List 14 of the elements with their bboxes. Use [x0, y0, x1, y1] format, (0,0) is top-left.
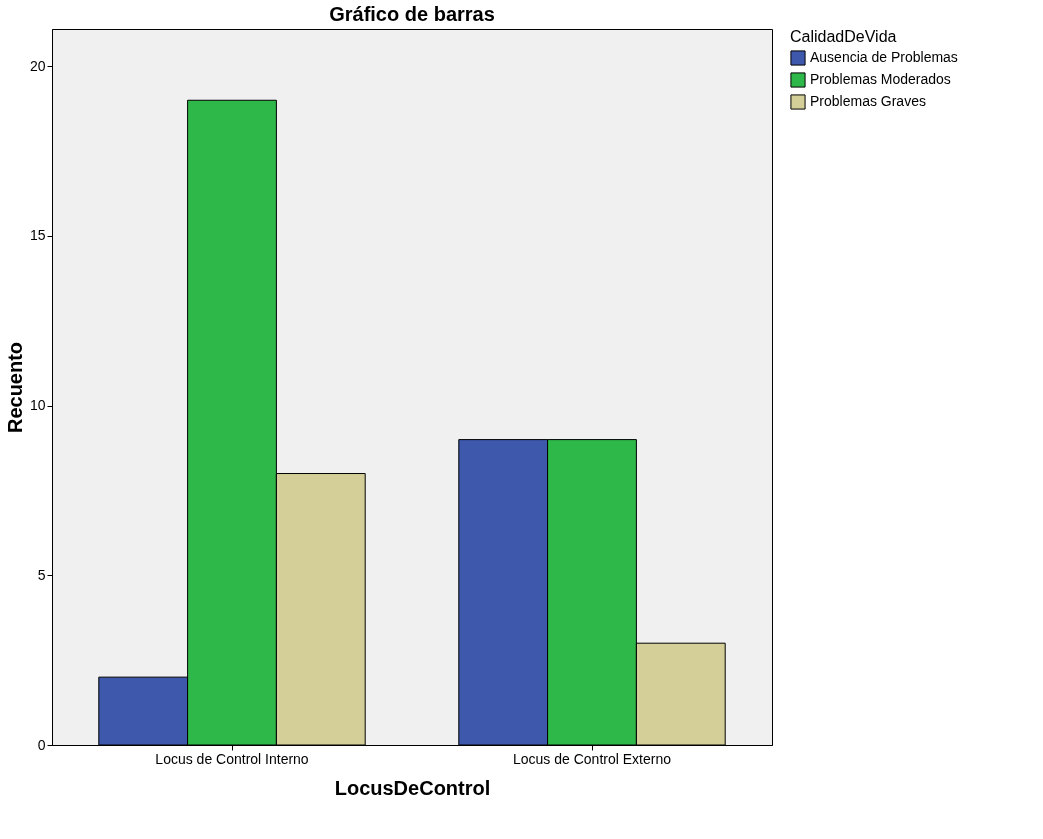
y-tick-label: 15 [29, 227, 46, 244]
x-tick-label: Locus de Control Interno [155, 750, 309, 767]
y-axis-title: Recuento [3, 341, 26, 434]
legend-title: CalidadDeVida [790, 28, 897, 45]
chart-title: Gráfico de barras [329, 3, 495, 25]
y-tick-label: 0 [37, 736, 46, 753]
x-axis-title: LocusDeControl [334, 776, 491, 799]
legend-label: Problemas Graves [810, 93, 926, 109]
x-tick-label: Locus de Control Externo [513, 750, 672, 767]
legend-label: Ausencia de Problemas [810, 49, 958, 65]
legend-label: Problemas Moderados [810, 71, 951, 87]
y-tick-label: 20 [29, 57, 46, 74]
y-tick-label: 10 [29, 397, 46, 414]
y-tick-label: 5 [37, 566, 46, 583]
